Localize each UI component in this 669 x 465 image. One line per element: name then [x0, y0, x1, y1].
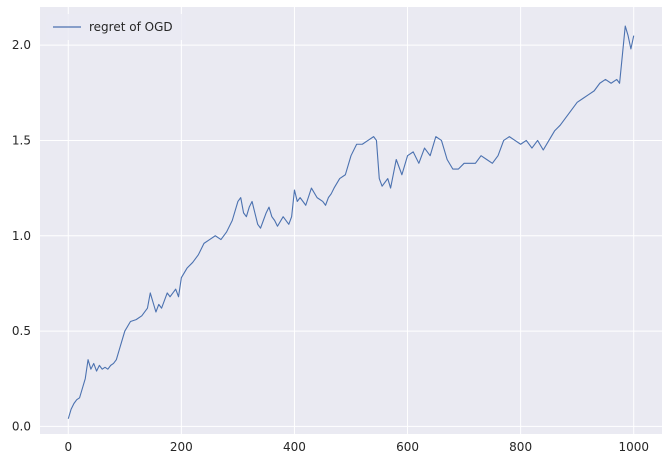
y-tick-labels: 0.0 0.5 1.0 1.5 2.0 [12, 38, 31, 433]
y-tick-label: 2.0 [12, 38, 31, 52]
y-tick-label: 0.0 [12, 419, 31, 433]
x-tick-label: 1000 [618, 440, 649, 454]
y-tick-label: 1.0 [12, 229, 31, 243]
y-tick-label: 1.5 [12, 133, 31, 147]
x-tick-labels: 0 200 400 600 800 1000 [64, 440, 649, 454]
x-tick-label: 0 [64, 440, 72, 454]
legend-label: regret of OGD [89, 20, 173, 34]
grid [40, 7, 662, 434]
plot-background [40, 7, 662, 434]
series-line-0 [67, 25, 635, 419]
x-tick-label: 400 [283, 440, 306, 454]
x-tick-label: 200 [170, 440, 193, 454]
y-tick-label: 0.5 [12, 324, 31, 338]
x-tick-label: 800 [509, 440, 532, 454]
legend-box [46, 14, 186, 40]
x-tick-label: 600 [396, 440, 419, 454]
series-layer [67, 25, 635, 419]
legend: regret of OGD [46, 14, 186, 40]
